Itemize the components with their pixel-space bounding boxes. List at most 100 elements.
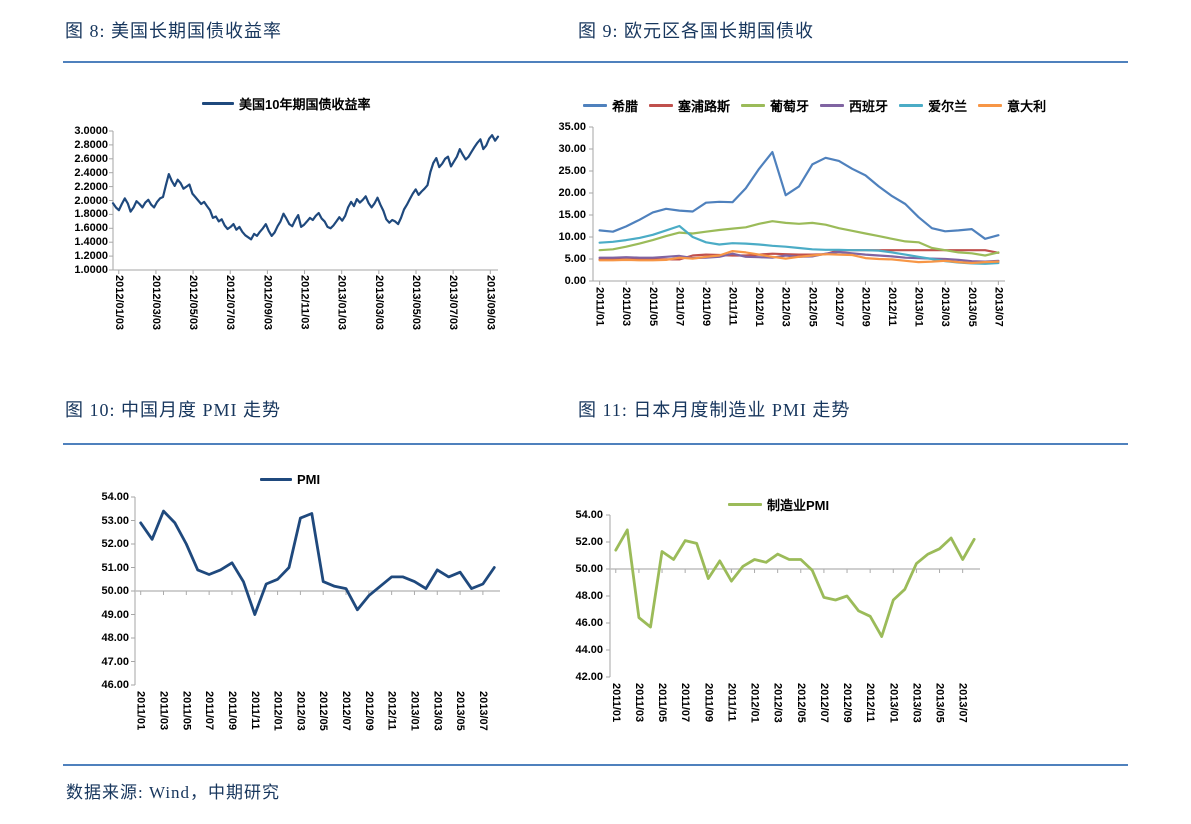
x-axis-label: 2012/03 [779,287,792,327]
y-axis-label: 51.00 [101,561,129,574]
x-axis-label: 2012/09 [859,287,872,327]
y-axis-label: 1.0000 [74,264,108,276]
x-axis-label: 2012/07 [832,287,845,327]
figure-10-title: 图 10: 中国月度 PMI 走势 [65,400,282,420]
x-axis-label: 2011/07 [679,683,692,723]
legend-line-swatch [583,104,607,107]
y-axis-label: 5.00 [564,253,586,265]
legend-label: 希腊 [612,99,639,114]
x-axis-label: 2013/01 [912,287,925,327]
y-axis-label: 1.8000 [74,208,108,221]
x-axis-label: 2012/01 [753,287,766,327]
legend-label: 葡萄牙 [770,99,810,114]
legend-line-swatch [741,104,766,107]
x-axis-label: 2011/03 [620,287,633,327]
y-axis-label: 53.00 [101,514,129,527]
x-axis-label: 2011/11 [248,691,261,730]
series-line-塞浦路斯 [598,249,1000,261]
y-axis-label: 3.0000 [74,125,108,137]
series-line-葡萄牙 [598,220,1000,257]
x-axis-label: 2012/09/03 [261,275,274,331]
x-axis-label: 2013/05/03 [409,275,422,331]
figure-8-title: 图 8: 美国长期国债收益率 [65,21,282,41]
x-axis-label: 2011/05 [656,683,669,723]
x-axis-label: 2011/09 [699,287,712,327]
x-axis-label: 2011/03 [632,683,645,723]
legend-label: 塞浦路斯 [678,99,731,114]
x-axis-label: 2013/01 [408,691,421,731]
legend-item: 意大利 [978,96,1046,115]
y-axis-label: 48.00 [101,632,129,644]
x-axis-label: 2013/05 [454,691,467,731]
y-axis-label: 2.2000 [74,180,108,193]
y-axis-label: 1.6000 [74,222,108,235]
legend-item: 制造业PMI [728,495,829,514]
legend-label: 西班牙 [849,99,889,114]
legend-item: 塞浦路斯 [649,96,730,115]
x-axis-label: 2012/09 [841,683,854,723]
y-axis-label: 52.00 [575,536,603,548]
y-axis-label: 35.00 [558,121,586,133]
figure-9-title: 图 9: 欧元区各国长期国债收 [578,21,814,41]
x-axis-label: 2011/05 [180,691,193,731]
y-axis-label: 10.00 [558,231,586,243]
legend-label: 制造业PMI [767,498,830,513]
x-axis-label: 2012/01/03 [112,275,125,331]
legend-label: 爱尔兰 [928,99,968,114]
x-axis-label: 2012/01 [271,691,284,731]
y-axis-label: 2.6000 [74,152,108,165]
legend-line-swatch [899,104,924,107]
divider-line-top [63,61,1128,63]
x-axis-label: 2013/07 [476,691,489,731]
y-axis-label: 49.00 [101,608,129,621]
x-axis-label: 2012/03/03 [149,275,162,331]
x-axis-label: 2012/11 [385,691,398,731]
y-axis-label: 42.00 [575,671,603,683]
y-axis-label: 2.8000 [74,138,108,151]
x-axis-label: 2013/05 [965,287,978,327]
y-axis-label: 54.00 [575,509,603,521]
y-axis-label: 47.00 [101,655,129,668]
legend-line-swatch [202,102,234,105]
series-line-美国10年期国债收益率 [111,134,500,241]
series-line-爱尔兰 [598,224,1000,265]
divider-line-bottom [63,764,1128,766]
x-axis-label: 2013/03 [910,683,923,723]
legend-line-swatch [728,503,762,506]
x-axis-label: 2012/11 [864,683,877,723]
x-axis-label: 2012/05 [317,691,330,731]
x-axis-label: 2013/03 [431,691,444,731]
x-axis-label: 2011/03 [157,691,170,731]
x-axis-label: 2011/07 [203,691,216,731]
x-axis-label: 2012/11 [886,287,899,327]
y-axis-label: 2.4000 [74,166,108,179]
legend-japan-mfg-pmi: 制造业PMI [728,495,829,514]
y-axis-label: 44.00 [575,644,603,656]
legend-item: 希腊 [583,96,638,115]
legend-line-swatch [649,104,674,107]
data-source: 数据来源: Wind，中期研究 [66,783,281,802]
y-axis-label: 54.00 [101,491,129,503]
x-axis-label: 2012/07 [817,683,830,723]
legend-line-swatch [820,104,845,107]
y-axis-label: 50.00 [101,585,129,597]
x-axis-label: 2013/01/03 [335,275,348,331]
legend-line-swatch [260,478,292,481]
x-axis-label: 2013/09/03 [484,275,497,331]
x-axis-label: 2013/07/03 [447,275,460,331]
y-axis-label: 20.00 [558,187,586,199]
divider-line-middle [63,443,1128,445]
legend-china-pmi: PMI [260,472,320,487]
legend-us-10y-treasury: 美国10年期国债收益率 [202,94,370,113]
y-axis-label: 1.2000 [74,250,108,263]
y-axis-label: 25.00 [558,165,586,177]
x-axis-label: 2011/09 [702,683,715,723]
legend-item: 西班牙 [820,96,888,115]
y-axis-label: 1.4000 [74,236,108,249]
x-axis-label: 2012/03 [771,683,784,723]
x-axis-label: 2013/05 [933,683,946,723]
series-line-制造业PMI [614,528,976,638]
series-line-意大利 [598,250,1000,265]
x-axis-label: 2012/09 [362,691,375,731]
